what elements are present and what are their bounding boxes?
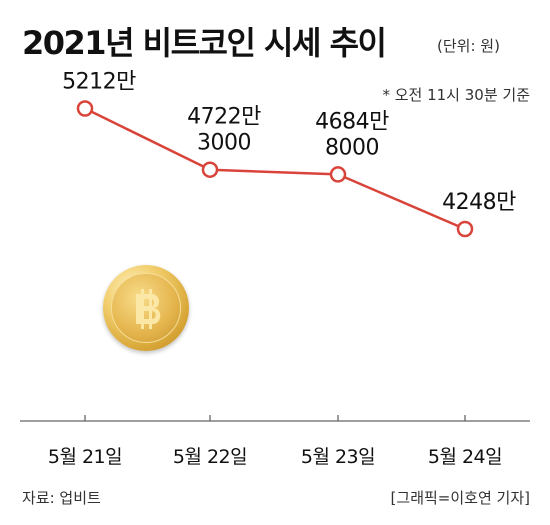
data-point [456,220,474,238]
data-point [76,100,94,117]
source-note: 자료: 업비트 [22,489,101,507]
data-label: 4722만 3000 [187,105,261,156]
series-line [84,107,466,231]
x-tick-label: 5월 23일 [301,446,375,468]
x-tick-label: 5월 22일 [173,446,247,468]
x-tick-label: 5월 21일 [48,446,122,468]
chart-title: 2021년 비트코인 시세 추이 [22,24,387,62]
data-label: 4248만 [442,190,516,215]
data-point [201,161,219,178]
bitcoin-coin-face [111,273,181,343]
unit-label: (단위: 원) [437,37,500,55]
data-point [329,166,347,183]
data-label: 4684만 8000 [315,109,389,160]
time-note: * 오전 11시 30분 기준 [382,86,530,104]
data-label: 5212만 [62,70,136,95]
bitcoin-symbol-icon [136,289,161,329]
bitcoin-coin-icon [103,265,189,351]
x-tick-label: 5월 24일 [428,446,502,468]
graphic-credit: [그래픽=이호연 기자] [390,489,530,507]
